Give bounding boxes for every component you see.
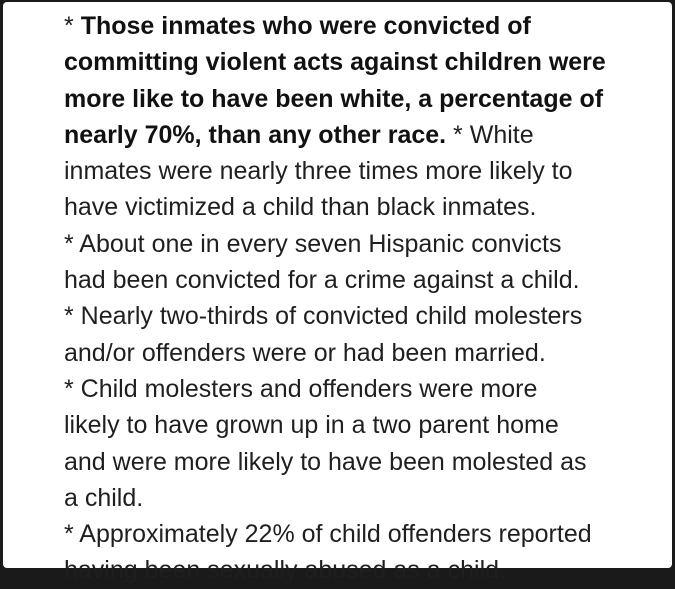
bold-text: more like to have been white, a percenta…	[64, 84, 604, 113]
text-line: more like to have been white, a percenta…	[64, 81, 606, 117]
post-card: * Those inmates who were convicted of com…	[3, 2, 672, 584]
text: * White	[446, 120, 534, 149]
text: likely to have grown up in a two parent …	[64, 411, 559, 440]
text-line: * About one in every seven Hispanic conv…	[64, 226, 606, 262]
text-line: and/or offenders were or had been marrie…	[64, 335, 606, 371]
bold-text: committing violent acts against children…	[64, 48, 606, 77]
text-line: have victimized a child than black inmat…	[64, 189, 606, 225]
text: had been convicted for a crime against a…	[64, 266, 580, 295]
text-line: nearly 70%, than any other race. * White	[64, 117, 606, 153]
text: inmates were nearly three times more lik…	[64, 157, 573, 186]
text: and/or offenders were or had been marrie…	[64, 338, 546, 367]
text: *	[64, 12, 81, 40]
text: a child.	[64, 483, 144, 512]
text: have victimized a child than black inmat…	[64, 193, 537, 222]
text: * Approximately 22% of child offenders r…	[64, 520, 592, 549]
text: * Nearly two-thirds of convicted child m…	[64, 302, 583, 331]
text: having been sexually abused as a child.	[64, 556, 506, 585]
text-line: * Those inmates who were convicted of	[64, 8, 606, 44]
bold-text: Those inmates who were convicted of	[80, 12, 531, 40]
page: {"lines": [ [{"text": "* ", "bold": fals…	[3, 2, 672, 584]
text-line: * Approximately 22% of child offenders r…	[64, 516, 606, 552]
text: and were more likely to have been molest…	[64, 447, 587, 476]
text-line: committing violent acts against children…	[64, 44, 606, 80]
post-text: * Those inmates who were convicted of com…	[64, 8, 606, 589]
text-line: likely to have grown up in a two parent …	[64, 407, 606, 443]
text-line: inmates were nearly three times more lik…	[64, 153, 606, 189]
text-line: a child.	[64, 480, 606, 516]
text-line: * Nearly two-thirds of convicted child m…	[64, 298, 606, 334]
bold-text: nearly 70%, than any other race.	[64, 120, 447, 149]
text: * About one in every seven Hispanic conv…	[64, 229, 562, 258]
text-line: * Child molesters and offenders were mor…	[64, 371, 606, 407]
text-line: having been sexually abused as a child.	[64, 552, 606, 588]
text-line: and were more likely to have been molest…	[64, 444, 606, 480]
text-line: had been convicted for a crime against a…	[64, 262, 606, 298]
text: * Child molesters and offenders were mor…	[64, 374, 538, 403]
